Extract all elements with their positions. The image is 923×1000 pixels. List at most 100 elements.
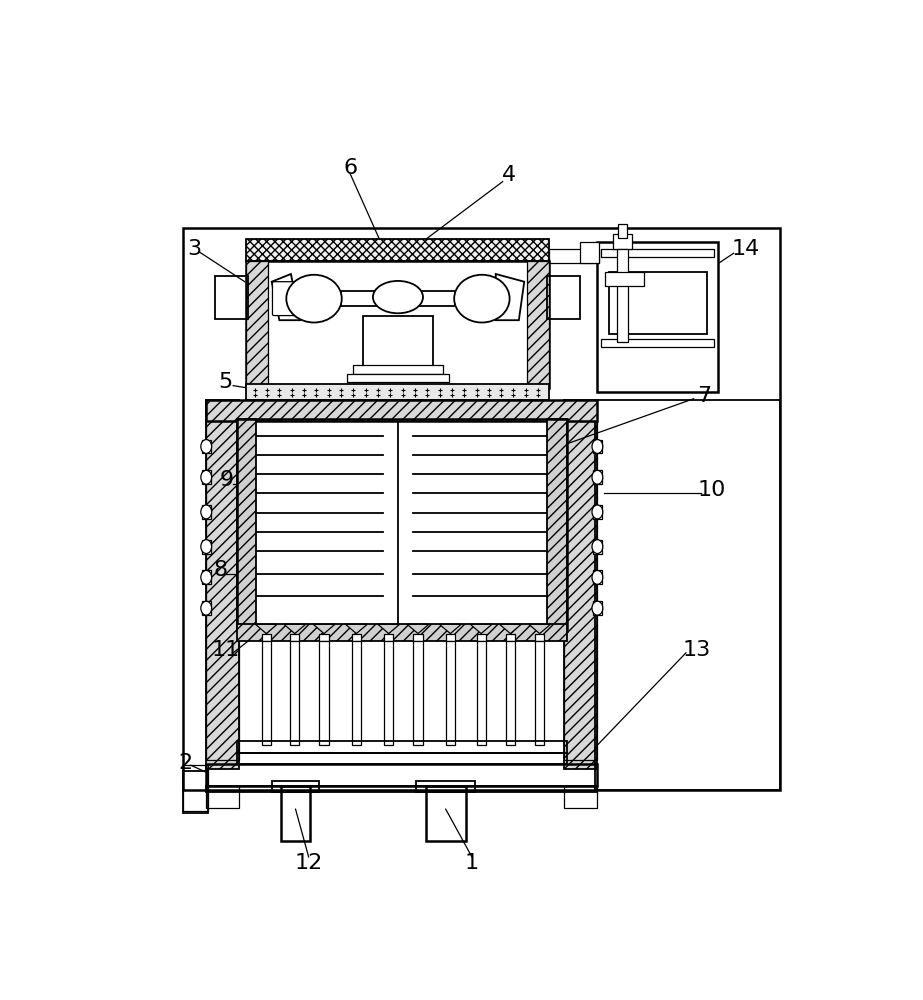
Bar <box>262 641 271 745</box>
Ellipse shape <box>592 570 603 584</box>
Ellipse shape <box>201 601 211 615</box>
Ellipse shape <box>454 275 509 323</box>
Bar <box>601 339 714 347</box>
Polygon shape <box>256 624 277 634</box>
Bar <box>549 249 599 263</box>
Bar <box>414 641 423 745</box>
Bar <box>476 641 485 745</box>
Bar <box>319 641 329 745</box>
Bar <box>363 316 434 369</box>
Bar <box>183 228 780 790</box>
Bar <box>547 276 580 319</box>
Polygon shape <box>496 274 524 320</box>
Text: 3: 3 <box>187 239 202 259</box>
Bar <box>183 765 208 811</box>
Bar <box>426 786 466 841</box>
Bar <box>446 641 455 745</box>
Bar <box>347 374 449 382</box>
Bar <box>609 272 707 334</box>
Text: 10: 10 <box>698 480 726 500</box>
Polygon shape <box>471 624 492 634</box>
Text: 6: 6 <box>343 158 357 178</box>
Bar <box>246 239 549 261</box>
Text: 12: 12 <box>294 853 323 873</box>
Bar <box>201 440 210 453</box>
Bar <box>527 261 549 388</box>
Bar <box>237 419 257 631</box>
Polygon shape <box>529 624 550 634</box>
Bar <box>593 540 602 554</box>
Polygon shape <box>414 634 423 641</box>
Text: 8: 8 <box>213 560 227 580</box>
Bar <box>201 540 210 554</box>
Ellipse shape <box>592 505 603 519</box>
Bar <box>206 764 597 786</box>
Polygon shape <box>319 634 329 641</box>
Bar <box>352 641 361 745</box>
Bar <box>384 641 393 745</box>
Bar <box>183 771 208 813</box>
Bar <box>597 242 718 392</box>
Bar <box>290 641 299 745</box>
Bar <box>353 365 443 374</box>
Polygon shape <box>284 624 306 634</box>
Polygon shape <box>378 624 400 634</box>
Bar <box>206 400 597 421</box>
Ellipse shape <box>592 470 603 484</box>
Bar <box>201 570 210 584</box>
Polygon shape <box>384 634 393 641</box>
Polygon shape <box>476 634 485 641</box>
Bar <box>237 741 567 753</box>
Text: 13: 13 <box>683 640 711 660</box>
Ellipse shape <box>201 540 211 554</box>
Text: 9: 9 <box>220 470 234 490</box>
Bar <box>206 786 597 792</box>
Bar <box>593 505 602 519</box>
Bar <box>601 249 714 257</box>
Text: 11: 11 <box>211 640 240 660</box>
Bar <box>246 261 268 388</box>
Polygon shape <box>262 634 271 641</box>
Bar <box>547 419 567 631</box>
Polygon shape <box>352 634 361 641</box>
Bar <box>201 601 210 615</box>
Bar <box>605 272 643 286</box>
Bar <box>215 276 247 319</box>
FancyBboxPatch shape <box>272 282 305 316</box>
Ellipse shape <box>201 470 211 484</box>
Bar <box>580 242 599 263</box>
Bar <box>201 470 210 484</box>
Ellipse shape <box>201 440 211 453</box>
Bar <box>564 786 597 808</box>
Bar <box>271 781 319 792</box>
Bar <box>564 421 597 760</box>
Bar <box>341 291 455 306</box>
Bar <box>564 400 597 769</box>
Bar <box>593 440 602 453</box>
Ellipse shape <box>373 281 423 313</box>
Bar <box>237 419 567 631</box>
Text: 5: 5 <box>219 372 233 392</box>
Ellipse shape <box>592 601 603 615</box>
Bar <box>593 601 602 615</box>
Ellipse shape <box>201 505 211 519</box>
Text: 14: 14 <box>731 239 760 259</box>
Text: 4: 4 <box>502 165 516 185</box>
Bar <box>206 786 238 808</box>
Polygon shape <box>499 624 521 634</box>
Ellipse shape <box>201 570 211 584</box>
Bar <box>416 781 475 792</box>
Polygon shape <box>313 624 335 634</box>
Bar <box>206 421 238 760</box>
Polygon shape <box>345 624 367 634</box>
Polygon shape <box>271 274 300 320</box>
Bar <box>535 641 545 745</box>
Bar <box>237 753 567 764</box>
Text: 2: 2 <box>178 753 193 773</box>
Polygon shape <box>506 634 515 641</box>
Bar <box>593 570 602 584</box>
Bar <box>281 786 310 841</box>
Polygon shape <box>407 624 429 634</box>
Bar <box>201 505 210 519</box>
Ellipse shape <box>592 540 603 554</box>
